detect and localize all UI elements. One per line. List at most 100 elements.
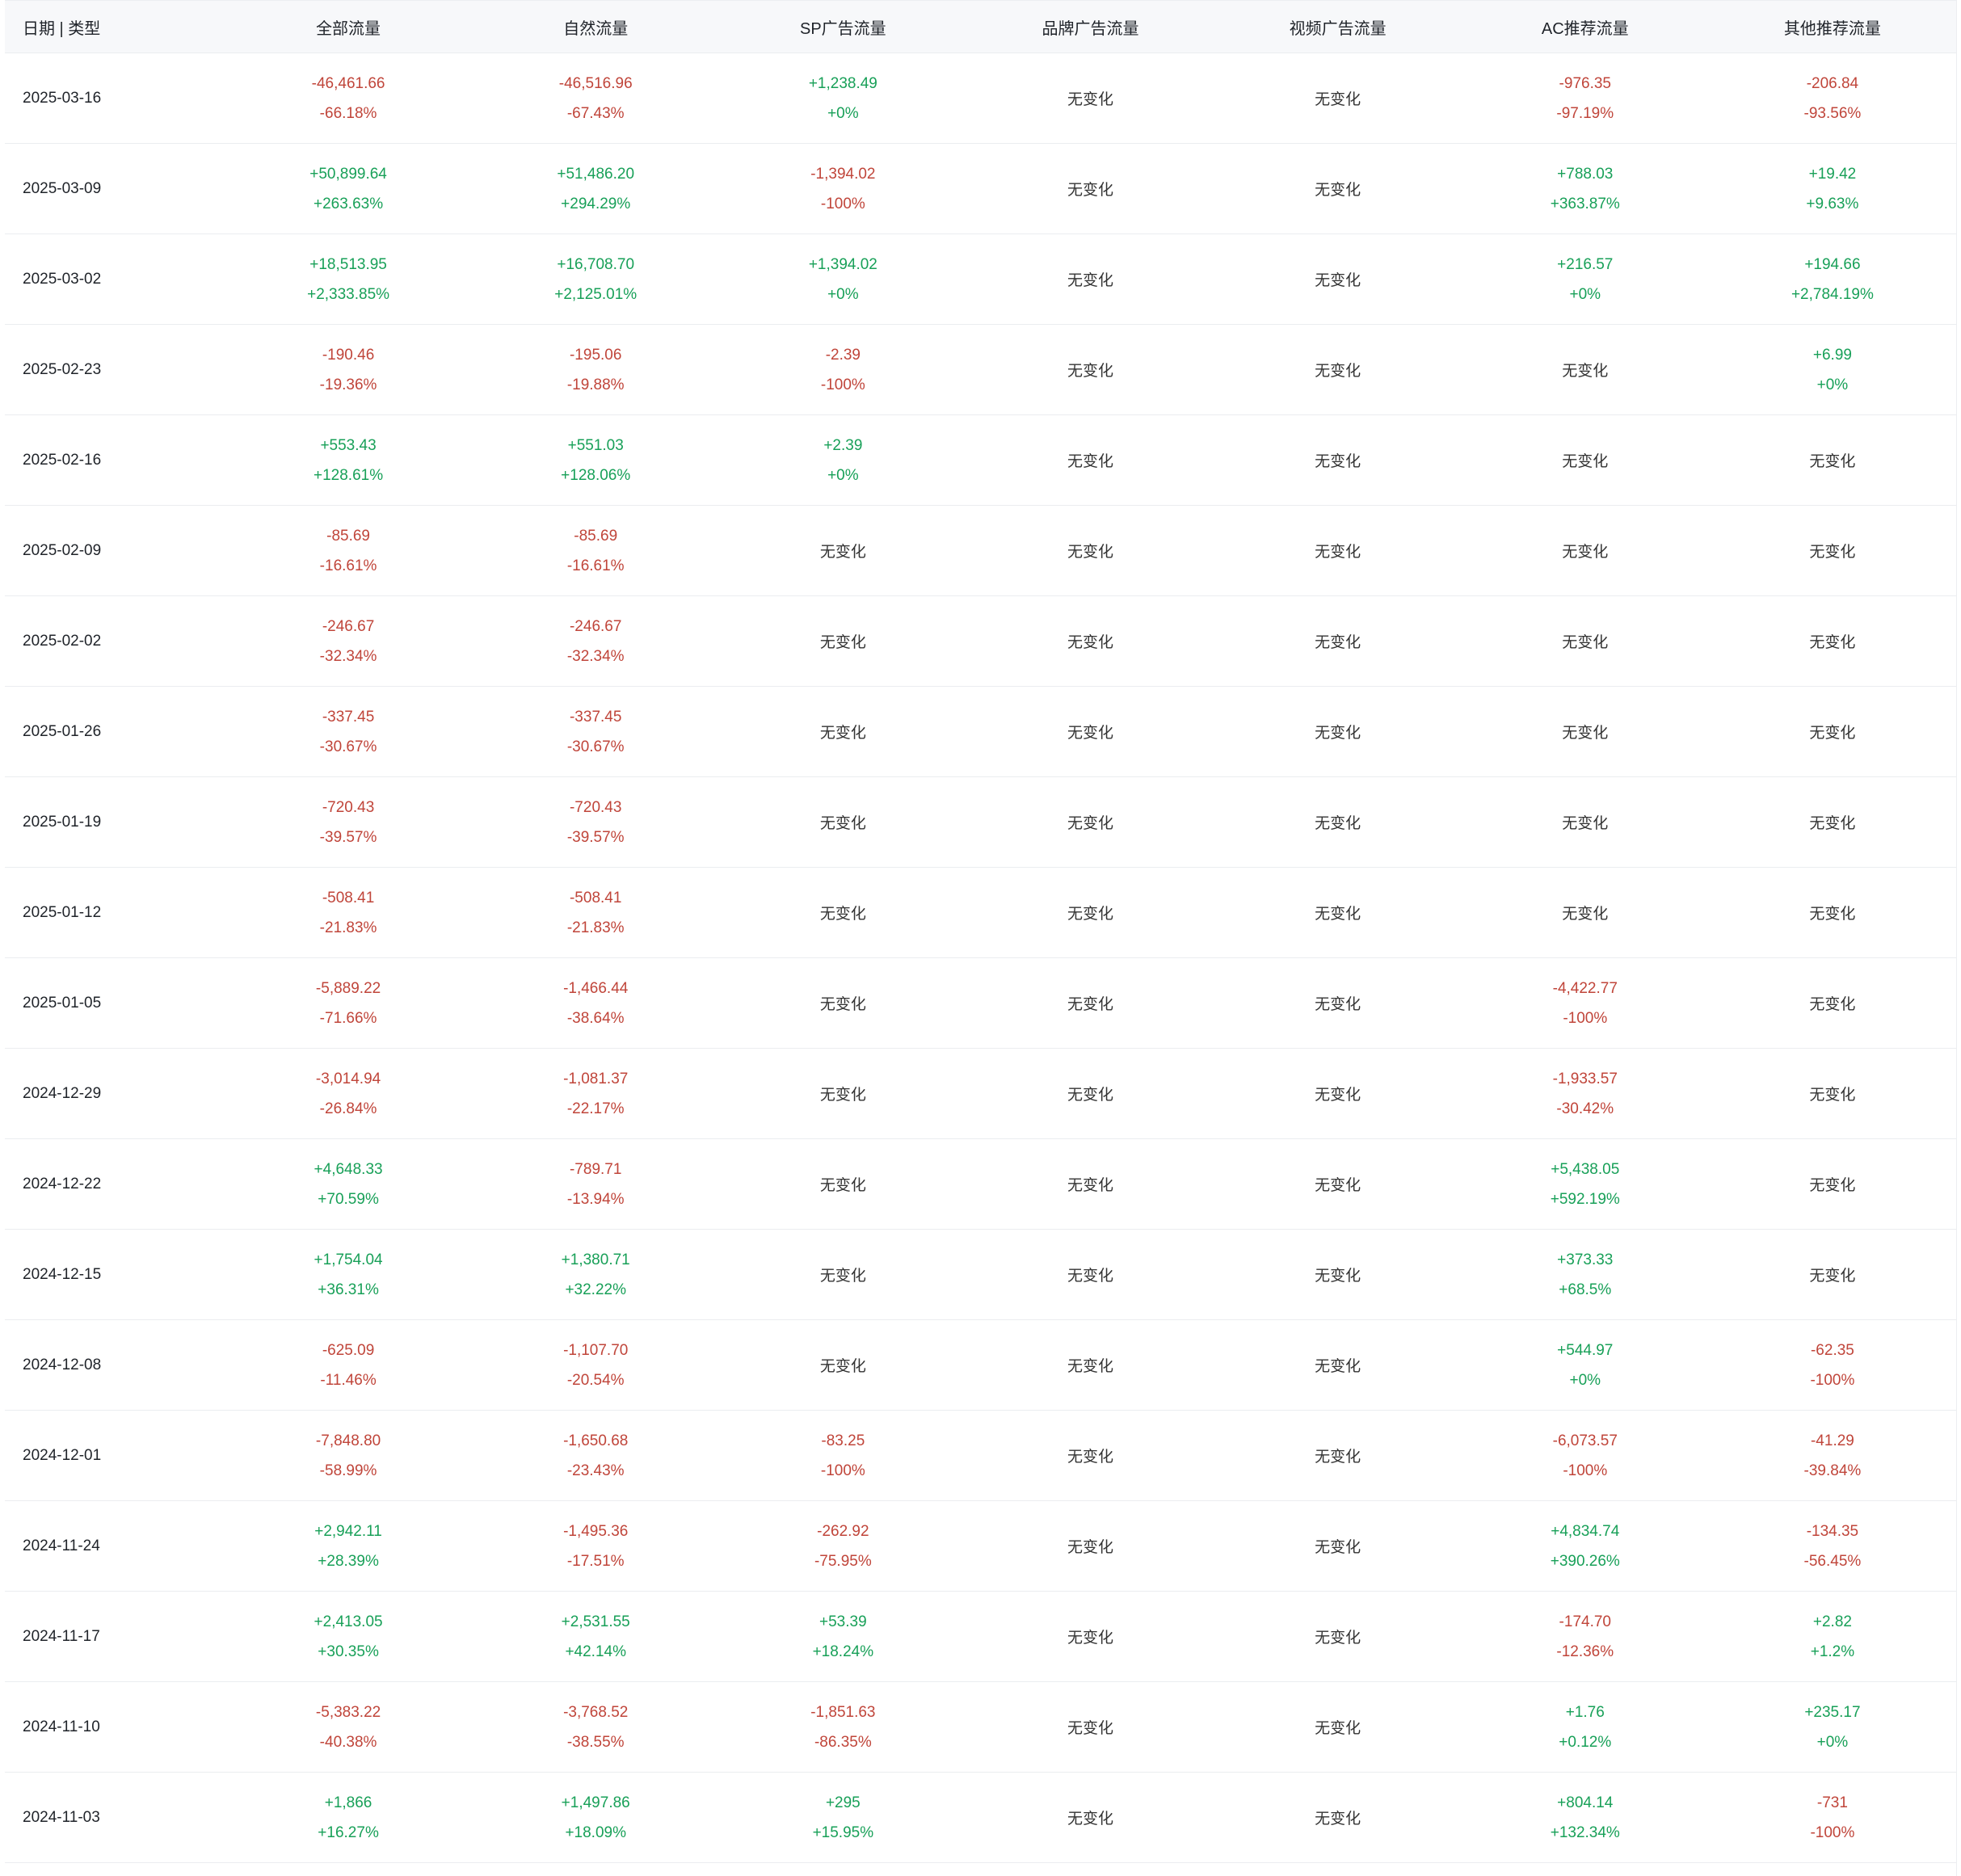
cell-other-recommend-traffic: 无变化	[1708, 776, 1956, 868]
no-change-label: 无变化	[1067, 1449, 1113, 1466]
cell-ac-recommend-traffic: 无变化	[1461, 867, 1709, 958]
cell-all-traffic: -625.09 -11.46%	[225, 1319, 473, 1411]
cell-organic-traffic: -246.67 -32.34%	[472, 595, 720, 687]
change-value: -976.35	[1559, 74, 1611, 92]
table-row: 2025-01-19 -720.43 -39.57% -720.43 -39.57% 无变…	[5, 776, 1956, 868]
cell-video-ad-traffic: 无变化	[1214, 1229, 1462, 1320]
no-change-label: 无变化	[819, 815, 866, 832]
cell-brand-ad-traffic: 无变化	[966, 1591, 1214, 1682]
no-change-label: 无变化	[1315, 1449, 1361, 1466]
change-percent: -100%	[1810, 1823, 1855, 1841]
change-value: -1,650.68	[563, 1432, 629, 1449]
no-change-label: 无变化	[819, 634, 866, 651]
change-percent: -56.45%	[1803, 1552, 1862, 1570]
change-percent: -58.99%	[319, 1462, 377, 1479]
cell-ac-recommend-traffic: 无变化	[1461, 505, 1709, 596]
column-header-sp-ad-traffic[interactable]: SP广告流量	[719, 1, 967, 53]
change-value: -337.45	[569, 708, 622, 726]
change-percent: +18.24%	[812, 1643, 874, 1660]
change-percent: -39.57%	[319, 828, 377, 846]
no-change-label: 无变化	[1315, 1358, 1361, 1375]
change-value: +1,380.71	[561, 1251, 630, 1268]
column-header-organic-traffic[interactable]: 自然流量	[472, 1, 720, 53]
no-change-label: 无变化	[1067, 544, 1113, 561]
change-percent: -13.94%	[566, 1190, 625, 1208]
cell-all-traffic: +1,754.04 +36.31%	[225, 1229, 473, 1320]
cell-brand-ad-traffic: 无变化	[966, 1772, 1214, 1863]
change-value: +216.57	[1557, 255, 1614, 273]
change-value: -85.69	[574, 527, 618, 545]
cell-brand-ad-traffic: 无变化	[966, 595, 1214, 687]
cell-organic-traffic: +1,497.86 +18.09%	[472, 1772, 720, 1863]
cell-organic-traffic: -1,107.70 -20.54%	[472, 1319, 720, 1411]
change-value: +1,754.04	[314, 1251, 383, 1268]
cell-video-ad-traffic: 无变化	[1214, 1681, 1462, 1773]
cell-other-recommend-traffic: 无变化	[1708, 505, 1956, 596]
no-change-label: 无变化	[1315, 634, 1361, 651]
cell-brand-ad-traffic: 无变化	[966, 1229, 1214, 1320]
change-value: -174.70	[1559, 1613, 1611, 1630]
no-change-label: 无变化	[819, 906, 866, 923]
change-percent: -32.34%	[319, 647, 377, 665]
column-header-brand-ad-traffic[interactable]: 品牌广告流量	[966, 1, 1214, 53]
cell-brand-ad-traffic: 无变化	[966, 505, 1214, 596]
cell-brand-ad-traffic: 无变化	[966, 53, 1214, 144]
cell-organic-traffic: +16,708.70 +2,125.01%	[472, 233, 720, 325]
cell-all-traffic: -190.46 -19.36%	[225, 324, 473, 415]
change-value: -731	[1816, 1794, 1848, 1811]
change-percent: -100%	[820, 195, 865, 212]
change-value: -720.43	[569, 798, 622, 816]
cell-brand-ad-traffic: 无变化	[966, 143, 1214, 234]
change-percent: +592.19%	[1550, 1190, 1620, 1208]
change-value: -1,495.36	[563, 1522, 629, 1540]
change-value: +804.14	[1557, 1794, 1614, 1811]
table-row: 2025-01-26 -337.45 -30.67% -337.45 -30.67% 无变…	[5, 686, 1956, 777]
no-change-label: 无变化	[1067, 1539, 1113, 1556]
column-header-all-traffic[interactable]: 全部流量	[225, 1, 473, 53]
change-value: -5,383.22	[315, 1703, 381, 1721]
cell-organic-traffic: +51,486.20 +294.29%	[472, 143, 720, 234]
cell-other-recommend-traffic: 无变化	[1708, 1229, 1956, 1320]
column-header-video-ad-traffic[interactable]: 视频广告流量	[1214, 1, 1462, 53]
change-percent: -30.42%	[1556, 1100, 1614, 1117]
change-value: -6,073.57	[1552, 1432, 1618, 1449]
no-change-label: 无变化	[1315, 272, 1361, 289]
change-value: -85.69	[326, 527, 370, 545]
cell-brand-ad-traffic: 无变化	[966, 1319, 1214, 1411]
no-change-label: 无变化	[1315, 182, 1361, 199]
column-header-ac-recommend-traffic[interactable]: AC推荐流量	[1461, 1, 1709, 53]
row-date: 2025-03-02	[5, 233, 225, 325]
cell-ac-recommend-traffic: +373.33 +68.5%	[1461, 1229, 1709, 1320]
column-header-other-recommend-traffic[interactable]: 其他推荐流量	[1708, 1, 1956, 53]
change-percent: -100%	[820, 1462, 865, 1479]
table-row: 2024-12-29 -3,014.94 -26.84% -1,081.37 -22.1…	[5, 1048, 1956, 1139]
change-value: +4,648.33	[314, 1160, 383, 1178]
table-row: 2025-02-02 -246.67 -32.34% -246.67 -32.34% 无变…	[5, 595, 1956, 687]
cell-other-recommend-traffic: +194.66 +2,784.19%	[1708, 233, 1956, 325]
change-percent: +294.29%	[561, 195, 631, 212]
cell-video-ad-traffic: 无变化	[1214, 1138, 1462, 1230]
row-date: 2024-11-17	[5, 1591, 225, 1682]
change-percent: -16.61%	[566, 557, 625, 574]
change-value: -3,768.52	[563, 1703, 629, 1721]
no-change-label: 无变化	[1562, 725, 1609, 742]
table-row: 2024-12-22 +4,648.33 +70.59% -789.71 -13.94%…	[5, 1138, 1956, 1230]
table-header: 日期 | 类型 全部流量 自然流量 SP广告流量 品牌广告流量 视频广告流量 A…	[5, 1, 1956, 53]
change-value: -4,422.77	[1552, 979, 1618, 997]
change-percent: -93.56%	[1803, 104, 1862, 122]
cell-ac-recommend-traffic: 无变化	[1461, 324, 1709, 415]
cell-video-ad-traffic: 无变化	[1214, 1048, 1462, 1139]
change-value: +51,486.20	[557, 165, 635, 183]
table-row: 2025-03-09 +50,899.64 +263.63% +51,486.20 +2…	[5, 143, 1956, 234]
column-header-date-type[interactable]: 日期 | 类型	[5, 1, 225, 53]
no-change-label: 无变化	[1067, 272, 1113, 289]
change-value: +373.33	[1557, 1251, 1614, 1268]
no-change-label: 无变化	[1067, 815, 1113, 832]
change-percent: +263.63%	[314, 195, 384, 212]
change-percent: +0%	[1569, 285, 1601, 303]
no-change-label: 无变化	[1809, 996, 1856, 1013]
change-percent: -22.17%	[566, 1100, 625, 1117]
cell-brand-ad-traffic: 无变化	[966, 1410, 1214, 1501]
change-percent: +0%	[1816, 376, 1849, 393]
table-row: 2025-03-16 -46,461.66 -66.18% -46,516.96 -67…	[5, 53, 1956, 144]
